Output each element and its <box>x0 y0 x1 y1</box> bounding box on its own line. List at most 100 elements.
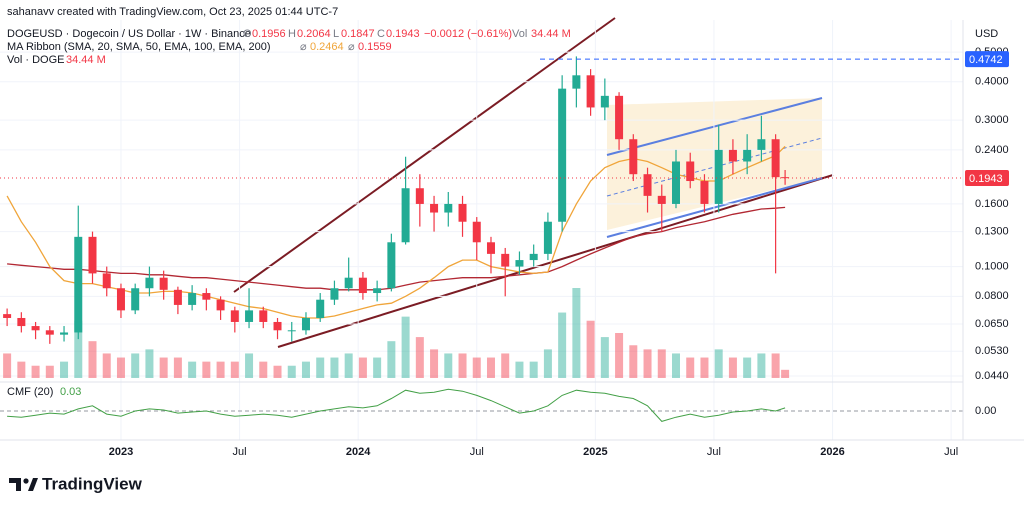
volume-bar <box>529 361 538 378</box>
volume-bar <box>60 361 69 378</box>
y-tick-label: 0.0530 <box>975 345 1009 357</box>
y-tick-label: 0.0440 <box>975 370 1009 382</box>
candle-body <box>358 277 367 294</box>
channel-line <box>606 97 823 156</box>
volume-bar <box>216 361 225 378</box>
volume-bar <box>600 337 609 378</box>
volume-bar <box>88 341 97 378</box>
volume-bar <box>245 353 254 378</box>
volume-bar <box>643 349 652 378</box>
candle-body <box>45 330 54 335</box>
candle-body <box>316 299 325 318</box>
price-tag-label: 0.1943 <box>969 173 1003 185</box>
y-tick-label: 0.0800 <box>975 290 1009 302</box>
candle-body <box>543 221 552 254</box>
candle-body <box>728 149 737 162</box>
price-tag <box>965 51 1009 68</box>
legend: DOGEUSD · Dogecoin / US Dollar · 1W · Bi… <box>7 28 998 398</box>
candle-body <box>74 236 83 333</box>
volume-bar <box>615 333 624 378</box>
volume-bar <box>145 349 154 378</box>
logo-mark <box>23 478 29 484</box>
volume-bar <box>45 365 54 378</box>
cmf-tick-label: 0.00 <box>975 405 996 417</box>
cmf-line <box>7 388 786 422</box>
y-tick-label: 0.4000 <box>975 76 1009 88</box>
y-tick-label: 0.0650 <box>975 318 1009 330</box>
legend-value: 0.1847 <box>341 28 375 40</box>
candle-body <box>3 314 12 318</box>
volume-bar <box>572 288 581 378</box>
volume-bar <box>3 353 12 378</box>
volume-bar <box>316 357 325 378</box>
volume-bar <box>728 357 737 378</box>
volume-bar <box>558 312 567 378</box>
candle-body <box>757 139 766 150</box>
candle-body <box>330 288 339 300</box>
candle-body <box>430 203 439 213</box>
vol-value: 34.44 M <box>66 54 106 66</box>
candle-body <box>245 310 254 322</box>
candle-body <box>415 188 424 204</box>
candle-body <box>501 253 510 267</box>
candle-body <box>743 149 752 162</box>
volume-bar <box>757 353 766 378</box>
ma-icon: ⌀ <box>300 41 307 53</box>
candle-body <box>273 321 282 331</box>
logo-mark <box>9 478 21 491</box>
candle-body <box>771 139 780 178</box>
volume-bar <box>657 349 666 378</box>
candle-body <box>131 288 140 311</box>
volume-bar <box>330 357 339 378</box>
x-tick-label: 2024 <box>346 446 371 458</box>
volume-bar <box>686 357 695 378</box>
volume-bar <box>671 353 680 378</box>
y-tick-label: 0.1600 <box>975 198 1009 210</box>
candle-body <box>173 289 182 305</box>
legend-value: 0.1943 <box>386 28 420 40</box>
legend-label: O <box>243 28 252 40</box>
y-tick-label: 0.2400 <box>975 144 1009 156</box>
legend-label: L <box>333 28 339 40</box>
candle-body <box>529 253 538 261</box>
volume-bar <box>131 353 140 378</box>
x-tick-label: Jul <box>944 446 958 458</box>
candle-body <box>686 161 695 182</box>
volume-bar <box>771 353 780 378</box>
logo-mark <box>28 478 38 491</box>
candle-body <box>145 277 154 289</box>
volume-bar <box>31 365 40 378</box>
candle-body <box>486 242 495 254</box>
x-tick-label: 2026 <box>820 446 844 458</box>
legend-value: 34.44 M <box>531 28 571 40</box>
candle-body <box>60 332 69 335</box>
volume-bar <box>743 357 752 378</box>
candle-body <box>586 75 595 108</box>
ma-icon: ⌀ <box>348 41 355 53</box>
volume-bar <box>74 320 83 378</box>
ma-fast-value: 0.2464 <box>310 41 344 53</box>
volume-bar <box>586 320 595 378</box>
volume-bar <box>430 349 439 378</box>
volume-bar <box>230 361 239 378</box>
candle-body <box>671 161 680 204</box>
x-tick-label: Jul <box>233 446 247 458</box>
candle-body <box>515 260 524 267</box>
vol-title: Vol · DOGE <box>7 54 64 66</box>
logo-text: TradingView <box>42 474 143 493</box>
candle-body <box>401 188 410 243</box>
candle-body <box>444 203 453 213</box>
volume-bar <box>714 349 723 378</box>
x-tick-label: 2023 <box>109 446 133 458</box>
candle-body <box>17 317 26 327</box>
y-tick-label: 0.1300 <box>975 226 1009 238</box>
legend-value: 0.1956 <box>252 28 286 40</box>
volume-bar <box>344 353 353 378</box>
candle-body <box>700 181 709 204</box>
candle-body <box>116 288 125 311</box>
volume-bar <box>387 341 396 378</box>
volume-bar <box>301 361 310 378</box>
candle-body <box>216 299 225 311</box>
candle-body <box>259 310 268 322</box>
